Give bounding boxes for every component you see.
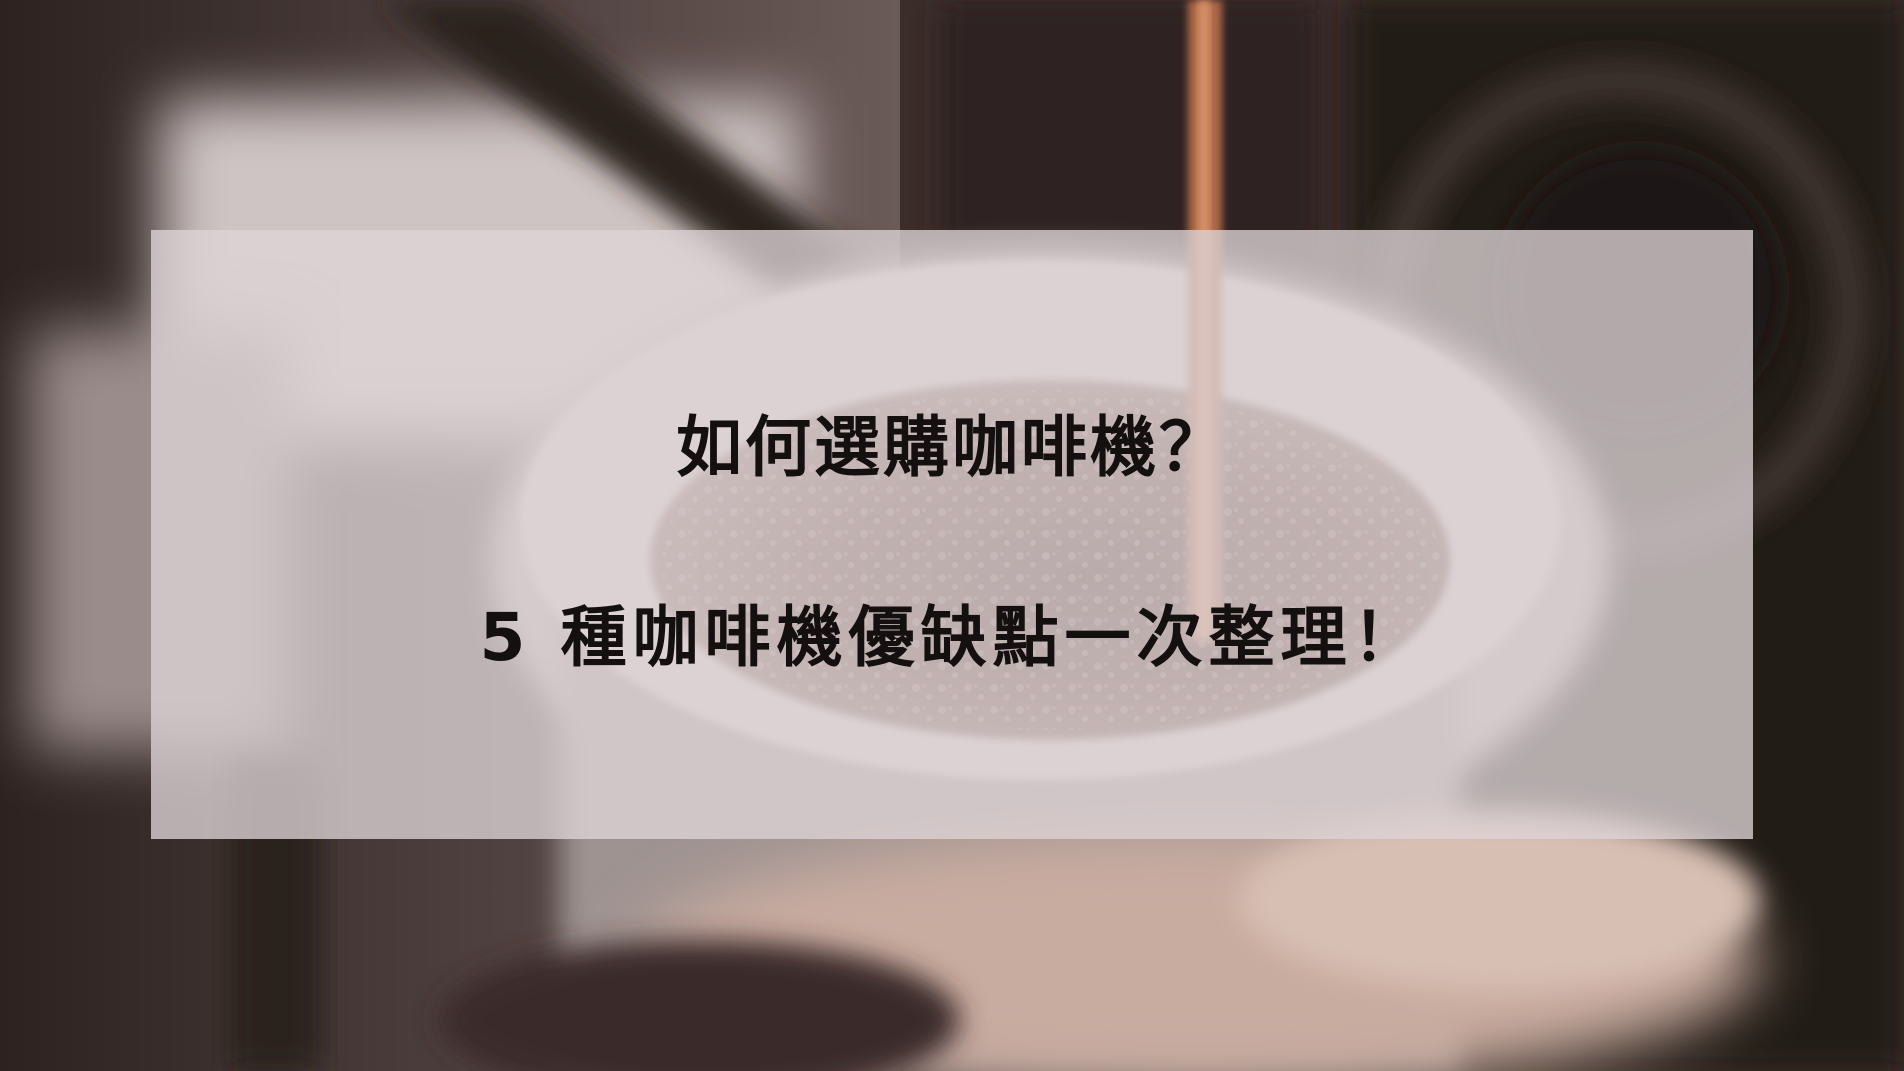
title-overlay-panel [151,230,1753,839]
headline-question: 如何選購咖啡機？ [676,409,1228,486]
headline-subtitle: 5 種咖啡機優缺點一次整理！ [479,599,1425,676]
